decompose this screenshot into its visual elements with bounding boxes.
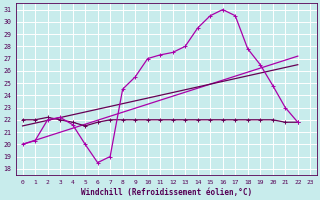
X-axis label: Windchill (Refroidissement éolien,°C): Windchill (Refroidissement éolien,°C) [81, 188, 252, 197]
